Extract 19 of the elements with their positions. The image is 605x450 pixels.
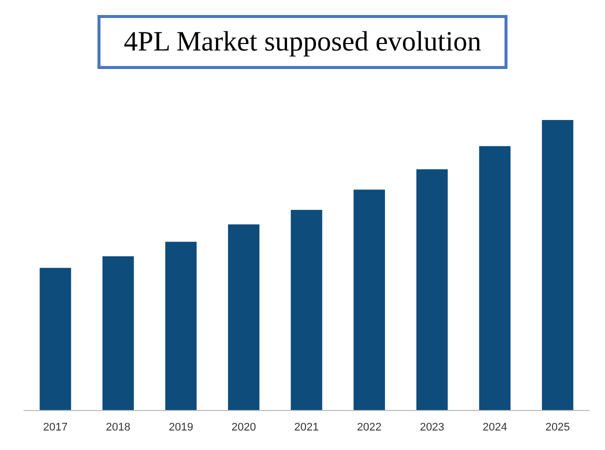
bar [290,210,322,410]
x-tick-label: 2018 [106,422,130,434]
x-tick-label: 2019 [168,422,194,434]
x-tick-label: 2017 [43,422,68,434]
chart-title: 4PL Market supposed evolution [124,26,482,58]
bar [102,256,134,410]
x-tick-label: 2024 [482,422,508,434]
bar [416,169,448,410]
bar [354,190,385,410]
x-tick-label: 2020 [231,422,256,434]
bar [228,224,260,410]
x-tick-label: 2022 [357,422,382,434]
x-tick-label: 2021 [294,422,319,434]
x-tick-label: 2023 [420,422,444,434]
bar [40,268,72,410]
bar [165,242,197,410]
bar [542,120,574,410]
bar [479,146,511,410]
x-tick-label: 2025 [545,422,570,434]
